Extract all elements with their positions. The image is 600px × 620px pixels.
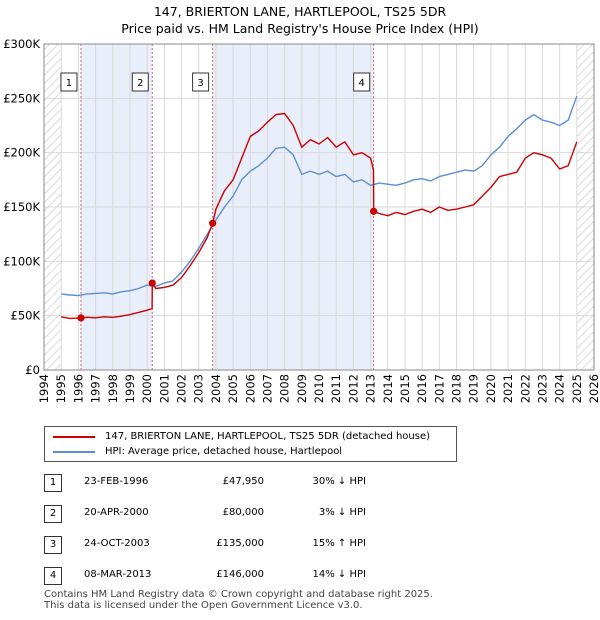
sale-point (77, 314, 85, 322)
legend-label-hpi: HPI: Average price, detached house, Hart… (105, 446, 343, 457)
sale-date: 23-FEB-1996 (84, 476, 149, 487)
x-tick-label: 2025 (570, 374, 584, 403)
chart-title: 147, BRIERTON LANE, HARTLEPOOL, TS25 5DR (153, 4, 447, 19)
sale-hpi-diff: 15% ↑ HPI (312, 538, 366, 549)
sale-label-number: 3 (197, 78, 203, 89)
sale-number: 3 (44, 536, 62, 554)
x-tick-label: 1996 (71, 374, 85, 403)
x-tick-label: 1997 (89, 374, 103, 403)
sale-label-number: 1 (66, 78, 72, 89)
x-tick-label: 2018 (450, 374, 464, 403)
x-tick-label: 2016 (415, 374, 429, 403)
table-row: 3 24-OCT-2003 £135,000 15% ↑ HPI (44, 536, 444, 554)
sale-label-number: 4 (358, 78, 364, 89)
x-tick-label: 2005 (226, 374, 240, 403)
x-tick-label: 2004 (209, 374, 223, 403)
sale-point (370, 207, 378, 215)
sale-label-box (60, 72, 78, 92)
legend-swatch-property (53, 436, 95, 438)
x-tick-label: 2023 (535, 374, 549, 403)
chart-subtitle: Price paid vs. HM Land Registry's House … (121, 21, 479, 36)
y-tick-label: £100K (3, 254, 40, 268)
sale-date: 24-OCT-2003 (84, 538, 150, 549)
y-tick-label: £0 (25, 363, 40, 377)
sale-number: 1 (44, 474, 62, 492)
sale-point (209, 219, 217, 227)
x-tick-label: 2011 (329, 374, 343, 403)
sale-label-box (192, 72, 210, 92)
legend-swatch-hpi (53, 451, 95, 453)
x-tick-label: 2010 (312, 374, 326, 403)
x-tick-label: 2002 (175, 374, 189, 403)
sale-number: 2 (44, 505, 62, 523)
x-tick-label: 2017 (432, 374, 446, 403)
sale-price: £80,000 (222, 507, 264, 518)
sale-hpi-diff: 3% ↓ HPI (318, 507, 366, 518)
x-tick-label: 1998 (106, 374, 120, 403)
x-tick-label: 1995 (54, 374, 68, 403)
sale-label-box (353, 72, 371, 92)
x-tick-label: 2020 (484, 374, 498, 403)
sale-label-number: 2 (137, 78, 143, 89)
legend-label-property: 147, BRIERTON LANE, HARTLEPOOL, TS25 5DR… (105, 431, 431, 442)
sale-point (148, 279, 156, 287)
x-tick-label: 2007 (260, 374, 274, 403)
table-row: 4 08-MAR-2013 £146,000 14% ↓ HPI (44, 567, 444, 585)
chart-legend: 147, BRIERTON LANE, HARTLEPOOL, TS25 5DR… (44, 426, 457, 462)
sale-price: £47,950 (222, 476, 264, 487)
x-tick-label: 2014 (381, 374, 395, 403)
sale-price: £135,000 (216, 538, 264, 549)
x-tick-label: 2006 (243, 374, 257, 403)
hpi-series-line (61, 95, 578, 297)
y-tick-label: £250K (3, 91, 40, 105)
x-tick-label: 1999 (123, 374, 137, 403)
x-tick-label: 2019 (467, 374, 481, 403)
x-tick-label: 2008 (278, 374, 292, 403)
x-tick-label: 2026 (587, 374, 600, 403)
y-tick-label: £150K (3, 200, 40, 214)
sale-number: 4 (44, 567, 62, 585)
x-tick-label: 2013 (364, 374, 378, 403)
sale-date: 20-APR-2000 (84, 507, 149, 518)
x-tick-label: 2021 (501, 374, 515, 403)
sale-hpi-diff: 14% ↓ HPI (312, 569, 366, 580)
sale-label-box (131, 72, 149, 92)
x-tick-label: 2022 (518, 374, 532, 403)
x-tick-label: 2012 (346, 374, 360, 403)
y-tick-label: £200K (3, 146, 40, 160)
plot-frame (43, 43, 595, 371)
x-tick-label: 2009 (295, 374, 309, 403)
sale-price: £146,000 (216, 569, 264, 580)
x-tick-label: 2024 (553, 374, 567, 403)
x-tick-label: 2000 (140, 374, 154, 403)
table-row: 1 23-FEB-1996 £47,950 30% ↓ HPI (44, 474, 444, 492)
property-series-line (61, 112, 578, 320)
x-tick-label: 2001 (157, 374, 171, 403)
table-row: 2 20-APR-2000 £80,000 3% ↓ HPI (44, 505, 444, 523)
sale-hpi-diff: 30% ↓ HPI (312, 476, 366, 487)
footer: Contains HM Land Registry data © Crown c… (44, 589, 433, 611)
y-tick-label: £300K (3, 37, 40, 51)
footer-licence: This data is licensed under the Open Gov… (44, 600, 363, 611)
x-tick-label: 1994 (37, 374, 51, 403)
x-tick-label: 2003 (192, 374, 206, 403)
y-tick-label: £50K (11, 309, 41, 323)
sale-date: 08-MAR-2013 (84, 569, 152, 580)
footer-copyright: Contains HM Land Registry data © Crown c… (44, 589, 433, 600)
x-tick-label: 2015 (398, 374, 412, 403)
